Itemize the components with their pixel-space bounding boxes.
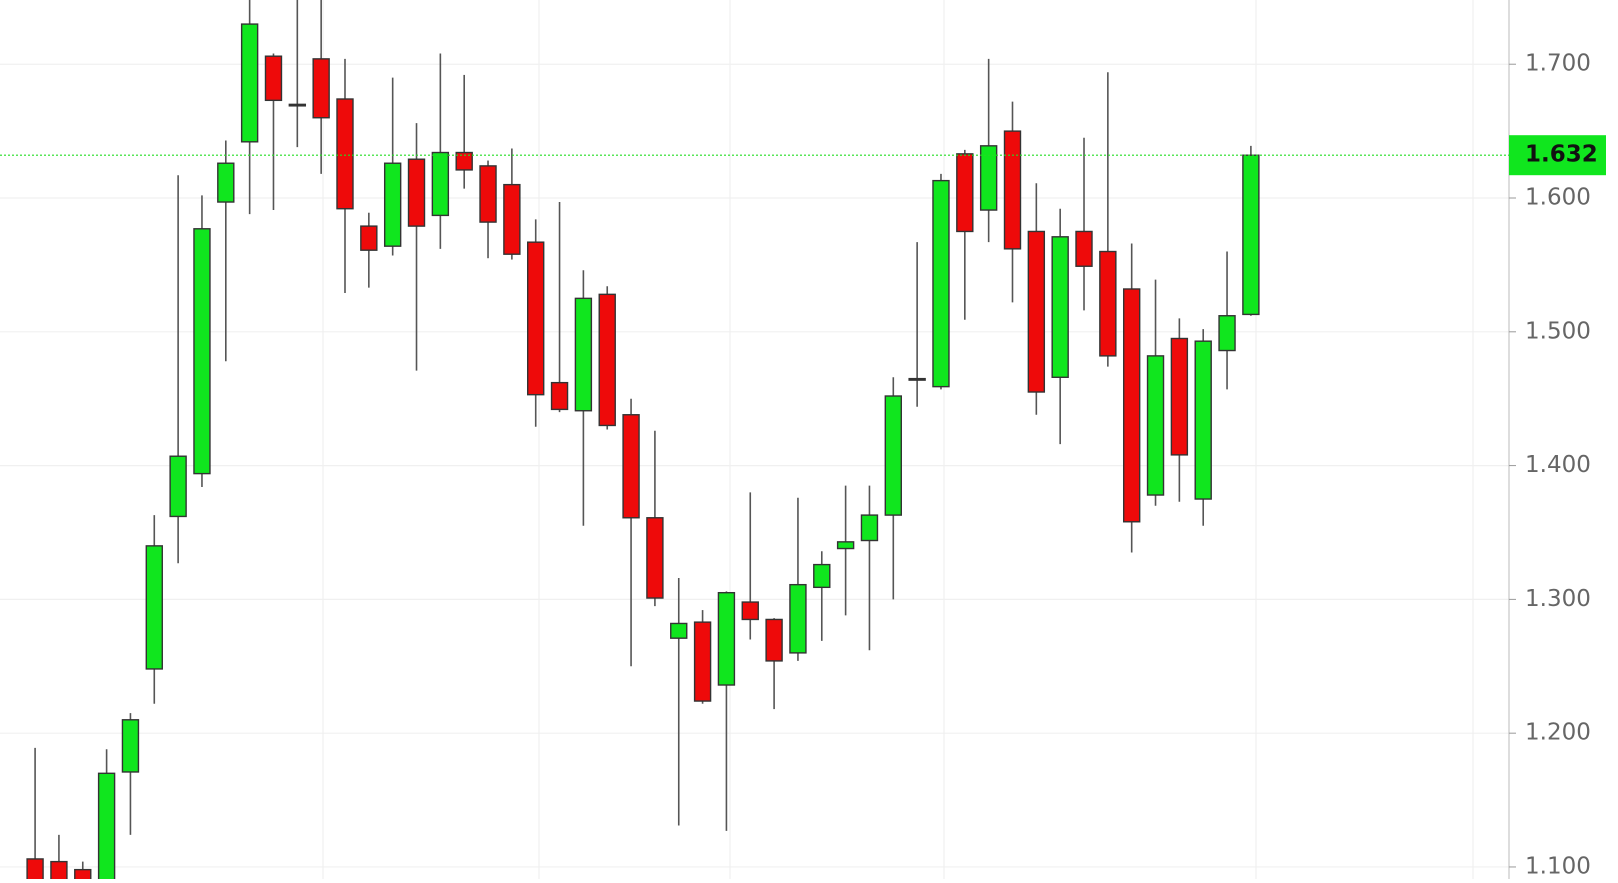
candle-body (574, 297, 593, 412)
candle-body (1027, 230, 1046, 393)
candle-body (741, 601, 759, 621)
candle-body (789, 583, 807, 654)
candle-body (193, 228, 211, 475)
candle-body (860, 514, 879, 542)
candle-body (1170, 337, 1189, 456)
y-tick-label: 1.600 (1525, 185, 1591, 211)
candle-body (646, 517, 664, 599)
candle-body (26, 858, 44, 879)
candle-body (1194, 340, 1212, 500)
candle-body (1218, 315, 1236, 352)
candle-body (145, 545, 163, 670)
candle-body (407, 158, 426, 227)
candle-body (121, 719, 140, 773)
last-price-tag (1509, 135, 1606, 176)
y-tick-label: 1.300 (1525, 586, 1591, 612)
y-tick-label: 1.400 (1525, 452, 1591, 478)
candle-body (383, 162, 402, 247)
candle-body (360, 225, 378, 251)
time-grid (322, 0, 1474, 879)
candle-body (1242, 154, 1260, 316)
candle-body (765, 618, 783, 662)
y-tick-label: 1.200 (1525, 720, 1591, 746)
candle-body (622, 414, 640, 519)
candle-body (74, 868, 92, 879)
candle-body (264, 55, 283, 102)
candle-body (169, 455, 187, 518)
candle-body (598, 293, 616, 427)
candle-body (455, 151, 473, 171)
candle-body (479, 165, 497, 223)
candle-body (240, 23, 259, 143)
candle-body (932, 179, 950, 388)
candle-body (527, 241, 545, 396)
candle-body (836, 541, 855, 550)
candle-body (288, 103, 307, 107)
candle-body (1122, 288, 1141, 523)
candle-body (1003, 130, 1022, 250)
candle-body (884, 395, 902, 516)
candle-body (956, 153, 974, 233)
candles (26, 0, 1260, 879)
candle-body (550, 381, 569, 411)
y-tick-label: 1.500 (1525, 318, 1591, 344)
candle-body (1075, 230, 1093, 267)
y-tick-label: 1.100 (1525, 853, 1591, 879)
candle-body (97, 772, 116, 879)
candle-body (431, 151, 450, 217)
candle-body (50, 860, 68, 879)
candle-body (813, 563, 831, 589)
candle-body (670, 622, 688, 639)
y-tick-label: 1.700 (1525, 51, 1591, 77)
candle-body (336, 98, 354, 210)
candle-body (1099, 250, 1117, 357)
candle-body (217, 162, 235, 203)
candle-body (503, 183, 521, 255)
candle-body (312, 58, 330, 119)
candle-body (908, 377, 926, 381)
candle-body (1146, 355, 1165, 496)
candle-body (693, 621, 712, 702)
candle-body (1051, 236, 1069, 378)
last-price-label: 1.632 (1525, 142, 1598, 168)
candle-body (717, 591, 736, 686)
candle-body (979, 145, 998, 211)
